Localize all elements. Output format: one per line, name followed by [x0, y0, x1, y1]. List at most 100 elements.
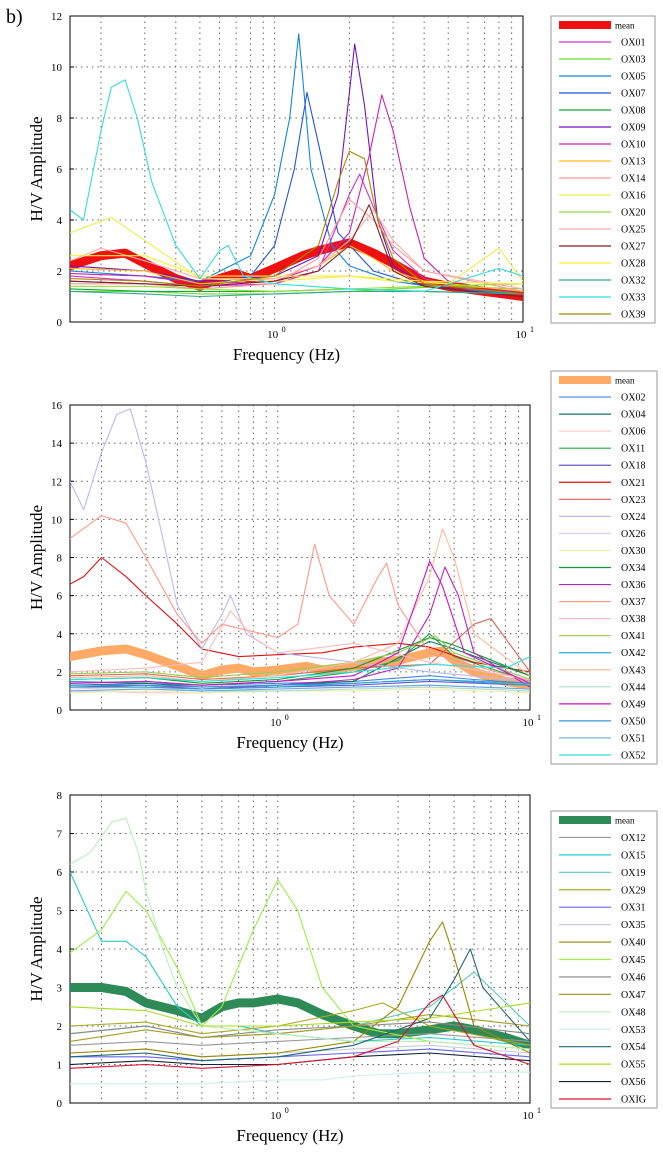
legend-label: OX54 [621, 1042, 645, 1053]
panel-label: b) [6, 6, 23, 28]
legend-label: OX38 [621, 614, 645, 625]
legend-label: OX44 [621, 682, 645, 693]
series-line-ox55 [70, 1002, 530, 1027]
legend-label: OX31 [621, 903, 645, 914]
legend-label: OX48 [621, 1007, 645, 1018]
y-tick-label: 5 [57, 906, 63, 918]
legend-label: OX15 [621, 850, 645, 861]
legend-label: OX13 [621, 157, 645, 168]
legend-label: OX39 [621, 310, 645, 321]
x-tick-label: 10 [523, 1110, 535, 1122]
legend-label: OX47 [621, 990, 645, 1001]
x-tick-exponent: 0 [282, 325, 286, 334]
series-line-ox51 [70, 684, 530, 692]
x-tick-exponent: 0 [285, 713, 289, 722]
legend-label: mean [615, 21, 635, 31]
x-tick-label: 10 [270, 717, 282, 729]
legend-label: OX26 [621, 529, 645, 540]
legend-label: OX11 [621, 444, 645, 455]
y-tick-label: 10 [51, 62, 63, 74]
legend-label: OX37 [621, 597, 645, 608]
x-axis-label: Frequency (Hz) [233, 345, 340, 364]
x-tick-label: 10 [267, 329, 279, 341]
legend-box [550, 15, 656, 324]
legend-label: OX28 [621, 259, 645, 270]
series-line-ox12 [70, 1033, 530, 1046]
series-line-ox27 [70, 204, 523, 298]
legend-label: mean [615, 816, 635, 826]
legend-label: OX34 [621, 563, 645, 574]
legend-label: OX42 [621, 648, 645, 659]
y-tick-label: 0 [57, 317, 63, 329]
legend-label: mean [615, 376, 635, 386]
legend-label: OX36 [621, 580, 645, 591]
legend-label: OX04 [621, 410, 645, 421]
series-line-ox36 [70, 566, 530, 690]
legend-label: OX03 [621, 55, 645, 66]
y-tick-label: 2 [57, 1021, 63, 1033]
series-group [70, 817, 530, 1085]
legend-label: OX18 [621, 461, 645, 472]
y-tick-label: 2 [57, 266, 63, 278]
series-line-ox53 [70, 1071, 530, 1085]
series-group [70, 33, 523, 301]
x-axis-label: Frequency (Hz) [236, 1126, 343, 1145]
series-line-ox21 [70, 556, 530, 673]
series-line-ox45 [70, 879, 530, 1050]
series-line-ox52 [70, 656, 530, 682]
series-line-ox54 [70, 948, 530, 1062]
y-tick-label: 8 [57, 113, 63, 125]
series-line-ox37 [70, 515, 530, 682]
legend-label: OX49 [621, 699, 645, 710]
y-tick-label: 8 [57, 553, 63, 565]
series-line-ox40 [70, 921, 530, 1058]
legend-label: OX14 [621, 174, 645, 185]
y-tick-label: 1 [57, 1060, 63, 1072]
legend-label: OX06 [621, 427, 645, 438]
y-tick-label: 10 [51, 514, 63, 526]
series-line-ox14 [70, 199, 523, 292]
y-tick-label: 0 [57, 705, 63, 717]
legend-label: OX30 [621, 546, 645, 557]
series-mean-line [70, 644, 530, 690]
legend-label: OX20 [621, 208, 645, 219]
legend-label: OX01 [621, 38, 645, 49]
series-line-ox48 [70, 817, 530, 1050]
y-tick-label: 4 [57, 944, 63, 956]
legend-label: OX40 [621, 938, 645, 949]
legend-label: OX08 [621, 106, 645, 117]
series-line-ox39 [70, 150, 523, 295]
y-axis-label: H/V Amplitude [27, 505, 46, 610]
legend-label: OX51 [621, 733, 645, 744]
y-tick-label: 6 [57, 867, 63, 879]
y-tick-label: 12 [51, 11, 62, 23]
series-line-ox04 [70, 640, 530, 688]
y-tick-label: 3 [57, 983, 63, 995]
series-line-ox25 [70, 209, 523, 290]
series-line-ox13 [70, 244, 523, 292]
y-tick-label: 8 [57, 790, 63, 802]
legend-label: OX55 [621, 1060, 645, 1071]
y-tick-label: 14 [51, 438, 63, 450]
y-axis-label: H/V Amplitude [27, 897, 46, 1002]
series-line-ox38 [70, 610, 530, 681]
grid [70, 795, 530, 1103]
series-line-ox33 [70, 79, 523, 292]
y-axis-label: H/V Amplitude [27, 117, 46, 222]
legend-label: OX43 [621, 665, 645, 676]
legend-label: OX29 [621, 885, 645, 896]
x-tick-exponent: 1 [537, 1106, 541, 1115]
y-tick-label: 16 [51, 400, 63, 412]
y-tick-label: 6 [57, 164, 63, 176]
legend-label: OX02 [621, 393, 645, 404]
legend-label: OX52 [621, 751, 645, 762]
y-tick-label: 6 [57, 591, 63, 603]
series-line-ox49 [70, 560, 530, 686]
legend-label: OX10 [621, 140, 645, 151]
legend: mean OX01 OX03 OX05 OX07 OX08 OX09 OX10 OX13 OX14… [550, 15, 656, 324]
legend-label: OX16 [621, 191, 645, 202]
